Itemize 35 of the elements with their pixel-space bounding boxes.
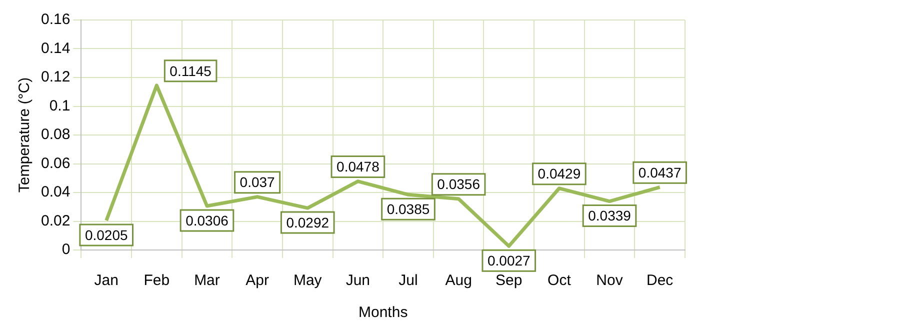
data-label: 0.0356 bbox=[437, 176, 480, 192]
y-tick-label: 0.16 bbox=[40, 11, 70, 28]
y-tick-label: 0.14 bbox=[40, 40, 70, 57]
x-axis-title: Months bbox=[358, 304, 408, 322]
data-label: 0.0339 bbox=[588, 208, 632, 224]
y-tick-label: 0.08 bbox=[40, 126, 70, 144]
x-tick-label: Apr bbox=[246, 272, 269, 290]
data-label: 0.1145 bbox=[170, 62, 212, 79]
y-tick-label: 0.02 bbox=[40, 212, 70, 230]
x-tick-label: Dec bbox=[646, 272, 674, 290]
y-tick-label: 0.1 bbox=[49, 97, 70, 114]
y-tick-label: 0 bbox=[62, 241, 70, 258]
x-tick-label: Jun bbox=[346, 272, 370, 290]
x-tick-label: Nov bbox=[596, 272, 624, 290]
x-tick-label: Jul bbox=[398, 272, 418, 290]
x-tick-label: Jan bbox=[94, 272, 118, 290]
data-label: 0.037 bbox=[240, 174, 276, 190]
data-label: 0.0437 bbox=[638, 164, 682, 181]
x-tick-label: Sep bbox=[496, 272, 522, 290]
data-label: 0.0027 bbox=[487, 252, 531, 268]
y-tick-label: 0.04 bbox=[40, 184, 70, 201]
data-label: 0.0306 bbox=[186, 212, 229, 228]
data-label: 0.0478 bbox=[336, 158, 380, 175]
data-label: 0.0429 bbox=[538, 166, 581, 182]
x-tick-label: Feb bbox=[144, 272, 170, 290]
data-label: 0.0385 bbox=[386, 201, 430, 218]
y-axis-title: Temperature (°C) bbox=[16, 77, 34, 193]
x-tick-label: Mar bbox=[194, 272, 220, 290]
y-tick-label: 0.06 bbox=[40, 154, 70, 172]
data-label: 0.0205 bbox=[84, 226, 128, 243]
x-tick-label: Oct bbox=[548, 272, 572, 290]
y-tick-label: 0.12 bbox=[40, 68, 70, 86]
x-tick-label: Aug bbox=[445, 272, 472, 290]
x-tick-label: May bbox=[293, 272, 322, 290]
data-label: 0.0292 bbox=[286, 214, 330, 230]
